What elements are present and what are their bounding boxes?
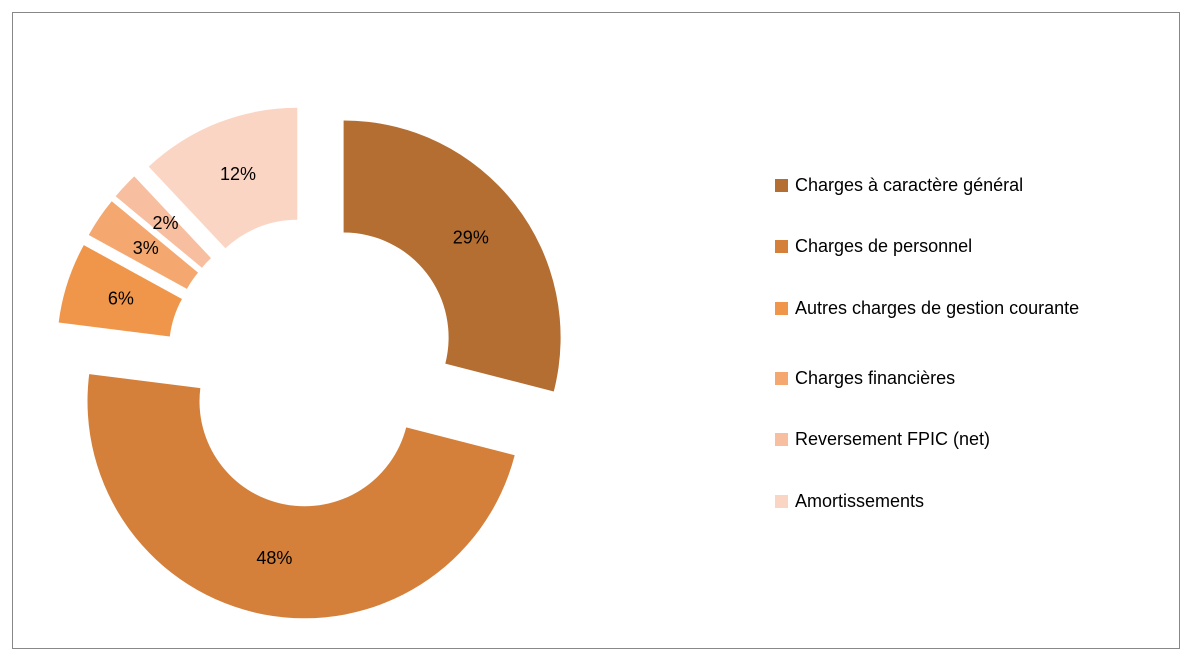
legend-item: Charges à caractère général — [775, 170, 1085, 201]
legend-label: Charges de personnel — [795, 236, 973, 256]
donut-slice — [58, 245, 182, 337]
data-label: 48% — [256, 548, 292, 568]
legend-swatch — [775, 433, 788, 446]
legend-swatch — [775, 372, 788, 385]
legend-swatch — [775, 240, 788, 253]
legend-item: Autres charges de gestion courante — [775, 293, 1085, 324]
data-label: 2% — [152, 213, 178, 233]
legend-item: Reversement FPIC (net) — [775, 424, 1085, 455]
donut-slice — [148, 107, 298, 249]
data-label: 12% — [220, 164, 256, 184]
legend-swatch — [775, 495, 788, 508]
donut-slice — [88, 201, 199, 289]
legend-item: Amortissements — [775, 486, 1085, 517]
legend-item: Charges financières — [775, 363, 1085, 394]
legend-label: Amortissements — [795, 491, 925, 511]
legend-item: Charges de personnel — [775, 231, 1085, 262]
donut-slice — [87, 374, 515, 619]
data-label: 6% — [108, 289, 134, 309]
legend-label: Autres charges de gestion courante — [795, 298, 1080, 318]
donut-slice — [115, 176, 211, 268]
donut-slice — [343, 120, 561, 392]
legend-label: Charges financières — [795, 368, 956, 388]
legend-label: Reversement FPIC (net) — [795, 429, 991, 449]
legend-swatch — [775, 302, 788, 315]
data-label: 3% — [133, 238, 159, 258]
legend-swatch — [775, 179, 788, 192]
legend-label: Charges à caractère général — [795, 175, 1024, 195]
data-label: 29% — [453, 228, 489, 248]
